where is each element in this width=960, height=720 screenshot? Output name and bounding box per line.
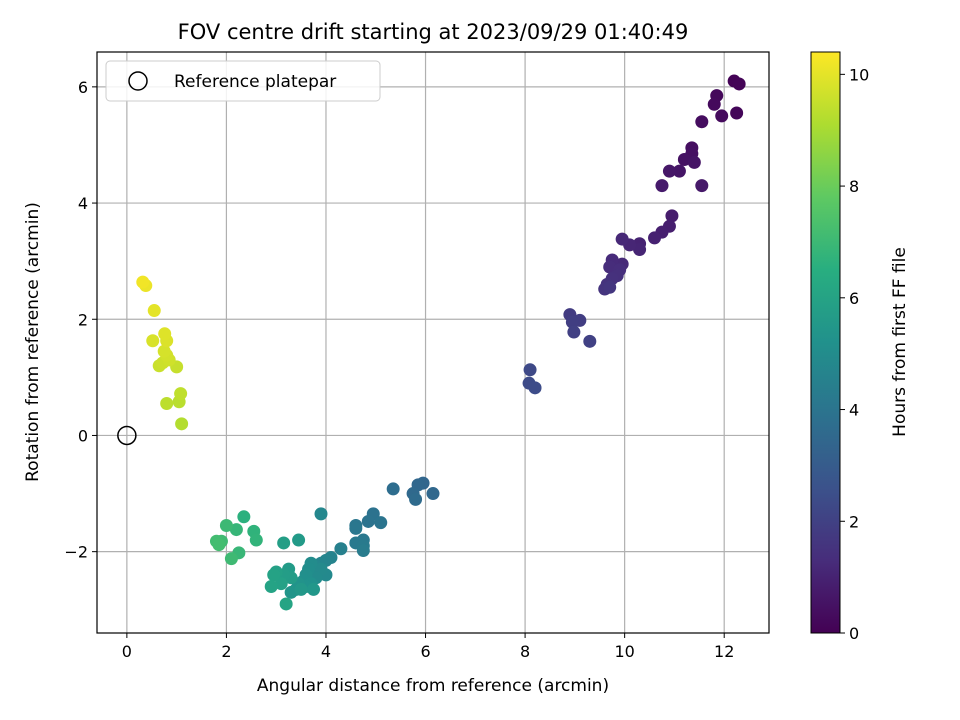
data-point [603,260,617,274]
data-point [655,179,669,193]
data-point [715,109,729,123]
data-point [294,582,308,596]
data-point [314,507,328,521]
data-point [158,327,172,341]
x-tick-label: 0 [122,642,132,661]
data-point [730,106,744,120]
data-point [361,514,375,528]
data-point [386,482,400,496]
legend-entry-reference-platepar: Reference platepar [174,72,336,92]
x-tick-label: 2 [221,642,231,661]
data-point [160,397,174,411]
y-tick-label: 6 [78,78,88,97]
data-point [695,115,709,129]
y-tick-label: 4 [78,194,88,213]
data-point [583,334,597,348]
legend: Reference platepar [105,60,381,102]
chart-title: FOV centre drift starting at 2023/09/29 … [178,20,689,44]
data-point [237,510,251,524]
reference-platepar-marker [117,425,137,446]
colorbar-tick-label: 4 [849,401,859,420]
data-point [409,492,423,506]
y-tick-label: −2 [64,543,88,562]
data-point [136,275,150,289]
colorbar-tick-label: 10 [849,65,869,84]
data-point [633,243,647,257]
data-point [695,179,709,193]
colorbar-tick-label: 6 [849,289,859,308]
colorbar-tick-label: 2 [849,512,859,531]
legend-box [105,60,381,102]
data-point [249,533,263,547]
data-point [267,568,281,582]
colorbar: 0 2 4 6 8 10 Hours from first FF file [810,51,910,643]
data-point [662,164,676,178]
data-point [224,552,238,566]
y-axis-ticks: −2 0 2 4 6 [64,78,97,562]
x-tick-label: 6 [420,642,430,661]
data-point [528,381,542,395]
data-point [677,152,691,166]
colorbar-tick-label: 8 [849,177,859,196]
x-tick-label: 12 [714,642,734,661]
x-tick-label: 4 [321,642,331,661]
grid-lines [97,52,769,633]
data-point [374,516,388,530]
legend-marker [128,71,148,91]
data-point [334,542,348,556]
data-point [349,521,363,535]
y-axis-label: Rotation from reference (arcmin) [23,202,43,482]
data-point [307,582,321,596]
data-point [567,325,581,339]
colorbar-label: Hours from first FF file [890,247,910,437]
data-point [157,344,171,358]
data-point [147,304,161,318]
x-tick-label: 10 [614,642,634,661]
data-point [279,597,293,611]
data-point [707,97,721,111]
data-point [292,533,306,547]
data-point [603,280,617,294]
data-point [356,543,370,557]
data-point [174,387,188,401]
data-point [264,580,278,594]
colorbar-tick-label: 0 [849,624,859,643]
data-point [523,363,537,377]
data-point [426,487,440,501]
x-axis-ticks: 0 2 4 6 8 10 12 [122,633,734,661]
data-point [175,417,189,431]
data-point [277,536,291,550]
data-point [565,315,579,329]
colorbar-gradient [810,51,841,634]
data-point [274,577,288,591]
data-point [615,232,629,246]
colorbar-ticks: 0 2 4 6 8 10 [840,65,869,643]
data-point [672,164,686,178]
data-point [219,519,233,533]
data-point [665,209,679,223]
data-point [284,585,298,599]
x-tick-label: 8 [520,642,530,661]
data-point [212,538,226,552]
data-point [687,155,701,169]
data-point [648,231,662,245]
data-points [136,74,746,611]
data-point [229,523,243,537]
x-axis-label: Angular distance from reference (arcmin) [257,676,609,696]
y-tick-label: 0 [78,426,88,445]
data-point [732,77,746,91]
y-tick-label: 2 [78,310,88,329]
data-point [146,334,160,348]
plot-frame [96,51,770,634]
